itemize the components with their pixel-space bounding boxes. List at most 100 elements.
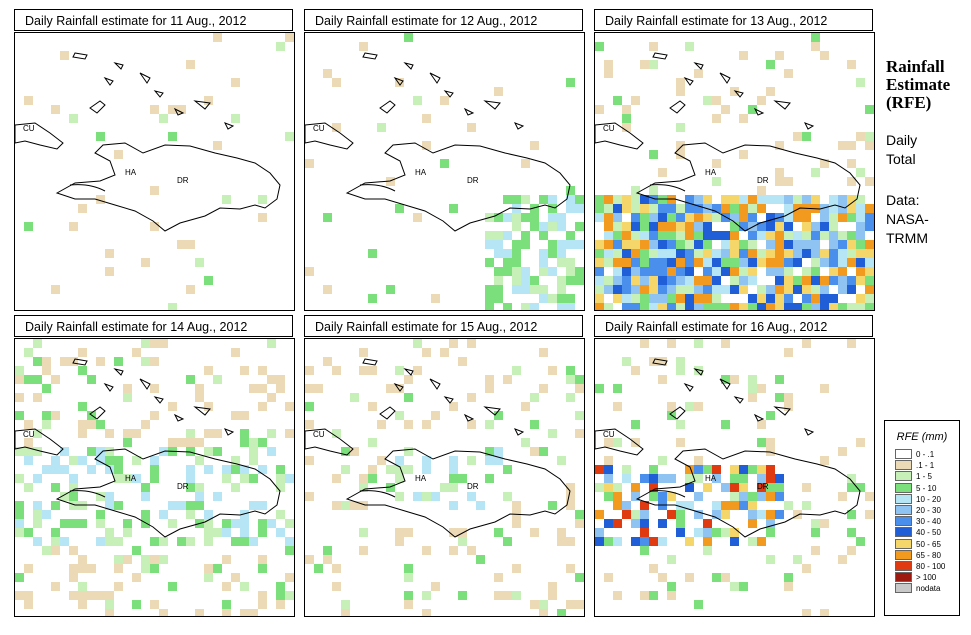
- dr-label: DR: [467, 482, 479, 491]
- rainfall-cell: [395, 366, 404, 375]
- rainfall-cell: [640, 294, 649, 303]
- rainfall-cell: [676, 366, 685, 375]
- bahamas-coastline: [153, 90, 164, 98]
- rainfall-cell: [604, 438, 613, 447]
- rainfall-cell: [658, 258, 667, 267]
- hispaniola-coastline: [55, 448, 281, 538]
- rainfall-cell: [685, 501, 694, 510]
- rainfall-cell: [739, 483, 748, 492]
- rainfall-cell: [584, 276, 585, 285]
- rainfall-cell: [96, 132, 105, 141]
- rainfall-cell: [168, 519, 177, 528]
- rainfall-cell: [123, 393, 132, 402]
- rainfall-cell: [548, 591, 557, 600]
- rainfall-cell: [24, 438, 33, 447]
- bahamas-coastline: [362, 52, 378, 60]
- rainfall-cell: [240, 537, 249, 546]
- rainfall-cell: [802, 276, 811, 285]
- map-area: CU HA DR: [594, 338, 875, 617]
- rainfall-cell: [285, 537, 294, 546]
- rainfall-cell: [204, 447, 213, 456]
- rainfall-cell: [595, 258, 604, 267]
- rainfall-cell: [811, 222, 820, 231]
- rainfall-cell: [703, 96, 712, 105]
- rainfall-cell: [604, 285, 613, 294]
- rainfall-cell: [168, 438, 177, 447]
- rainfall-cell: [530, 285, 539, 294]
- rainfall-cell: [667, 474, 676, 483]
- rainfall-cell: [595, 384, 604, 393]
- rainfall-cell: [649, 258, 658, 267]
- rainfall-cell: [368, 438, 377, 447]
- rainfall-cell: [757, 510, 766, 519]
- rainfall-cell: [649, 204, 658, 213]
- rainfall-cell: [685, 213, 694, 222]
- rainfall-cell: [640, 213, 649, 222]
- rainfall-cell: [42, 546, 51, 555]
- rainfall-cell: [240, 465, 249, 474]
- rainfall-cell: [712, 249, 721, 258]
- rainfall-cell: [276, 582, 285, 591]
- rainfall-cell: [820, 294, 829, 303]
- rainfall-cell: [730, 213, 739, 222]
- rainfall-cell: [865, 240, 874, 249]
- rainfall-cell: [712, 285, 721, 294]
- rainfall-cell: [105, 456, 114, 465]
- rainfall-cell: [802, 222, 811, 231]
- rainfall-cell: [874, 258, 875, 267]
- rainfall-cell: [494, 231, 503, 240]
- rainfall-cell: [512, 222, 521, 231]
- bahamas-coastline: [379, 100, 396, 114]
- rainfall-cell: [829, 303, 838, 310]
- rainfall-cell: [613, 240, 622, 249]
- rainfall-cell: [359, 501, 368, 510]
- rainfall-cell: [548, 213, 557, 222]
- bahamas-coastline: [193, 406, 211, 416]
- rainfall-cell: [649, 240, 658, 249]
- rainfall-cell: [114, 474, 123, 483]
- rainfall-cell: [51, 375, 60, 384]
- rainfall-cell: [874, 357, 875, 366]
- rainfall-cell: [793, 510, 802, 519]
- rainfall-cell: [604, 204, 613, 213]
- rainfall-cell: [784, 177, 793, 186]
- rainfall-cell: [78, 582, 87, 591]
- rainfall-cell: [775, 51, 784, 60]
- rainfall-cell: [667, 555, 676, 564]
- bahamas-coastline: [429, 72, 441, 84]
- rainfall-cell: [856, 249, 865, 258]
- rfe-title-line: (RFE): [886, 93, 932, 112]
- bahamas-coastline: [443, 396, 454, 404]
- rainfall-cell: [703, 240, 712, 249]
- rainfall-cell: [285, 573, 294, 582]
- rainfall-cell: [512, 276, 521, 285]
- rainfall-cell: [865, 294, 874, 303]
- rainfall-cell: [78, 564, 87, 573]
- bahamas-coastline: [513, 122, 525, 130]
- rainfall-cell: [820, 303, 829, 310]
- rainfall-cell: [595, 195, 604, 204]
- rainfall-cell: [685, 231, 694, 240]
- rainfall-cell: [204, 564, 213, 573]
- legend-label: 30 - 40: [916, 517, 941, 527]
- rainfall-cell: [96, 195, 105, 204]
- rainfall-cell: [703, 285, 712, 294]
- rainfall-cell: [766, 285, 775, 294]
- bahamas-coastline: [379, 406, 396, 420]
- rainfall-cell: [685, 483, 694, 492]
- haiti-label: HA: [125, 168, 137, 177]
- rainfall-cell: [676, 87, 685, 96]
- dr-label: DR: [757, 482, 769, 491]
- rainfall-cell: [258, 555, 267, 564]
- rainfall-cell: [458, 474, 467, 483]
- rainfall-cell: [658, 240, 667, 249]
- rainfall-cell: [33, 393, 42, 402]
- rainfall-cell: [512, 240, 521, 249]
- rainfall-cell: [285, 402, 294, 411]
- rainfall-cell: [874, 222, 875, 231]
- rainfall-cell: [811, 168, 820, 177]
- rainfall-cell: [530, 141, 539, 150]
- rainfall-cell: [141, 555, 150, 564]
- rainfall-cell: [649, 465, 658, 474]
- rainfall-cell: [793, 249, 802, 258]
